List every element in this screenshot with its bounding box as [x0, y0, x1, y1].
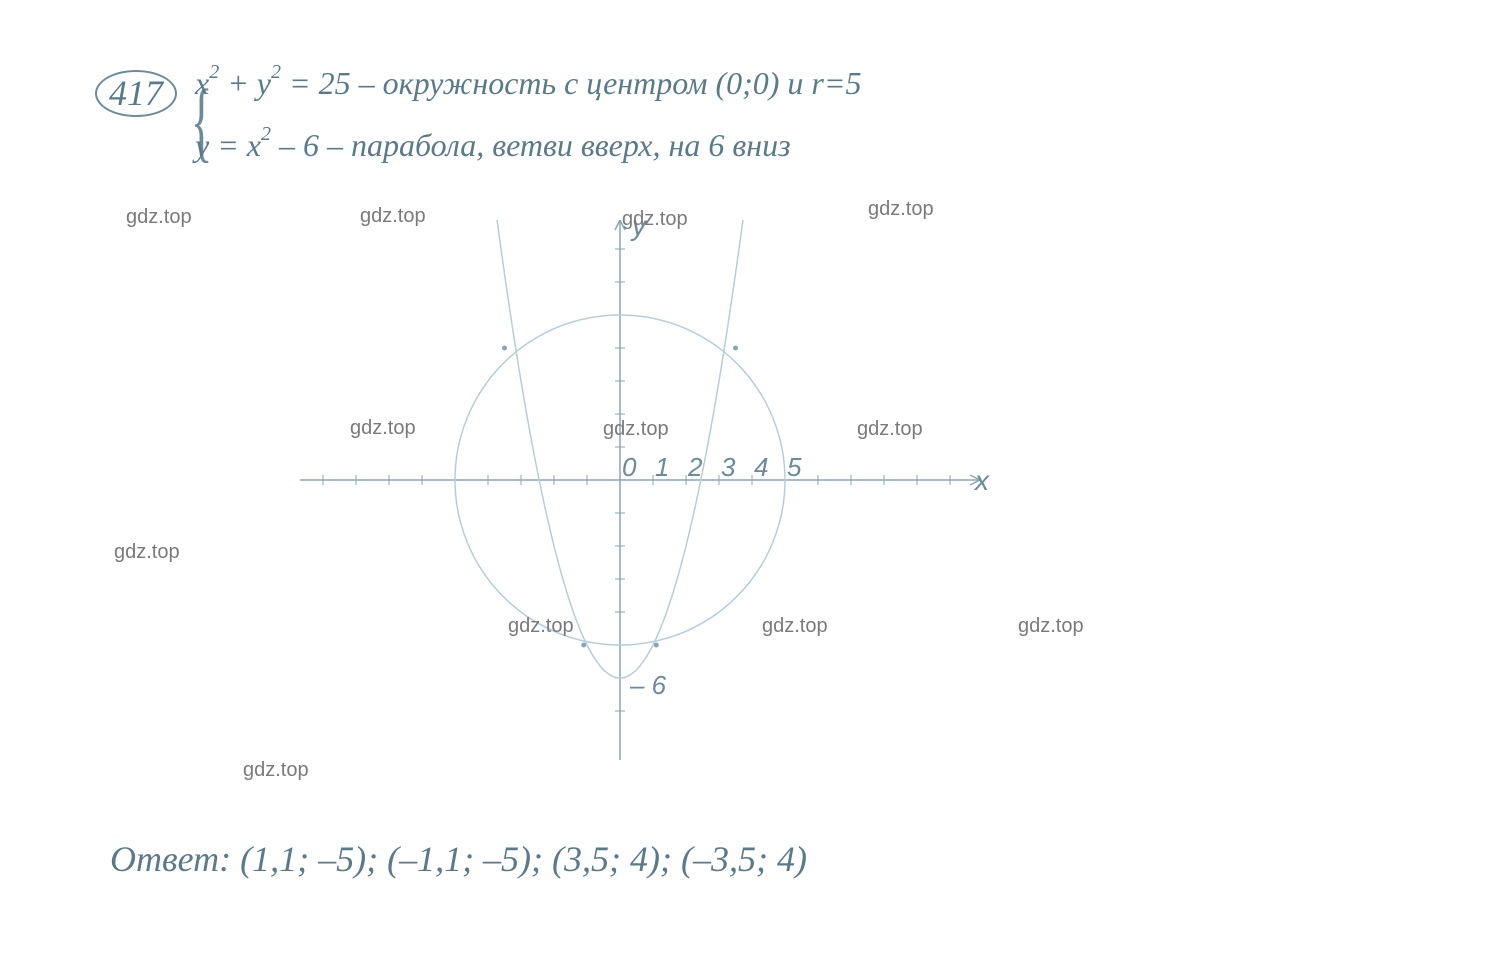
- graph-container: y x 012345 – 6: [280, 220, 1000, 780]
- answer-points: (1,1; –5); (–1,1; –5); (3,5; 4); (–3,5; …: [240, 839, 807, 879]
- y-tick-neg6: – 6: [630, 670, 666, 701]
- watermark: gdz.top: [868, 198, 934, 221]
- watermark: gdz.top: [1018, 615, 1084, 638]
- equation-system: x2 + y2 = 25 – окружность с центром (0;0…: [195, 55, 861, 178]
- watermark: gdz.top: [762, 615, 828, 638]
- watermark: gdz.top: [603, 418, 669, 441]
- watermark: gdz.top: [243, 759, 309, 782]
- x-tick-label: 3: [721, 452, 735, 483]
- eq1-part1: x: [195, 65, 209, 101]
- eq2-part1: y = x: [195, 127, 261, 163]
- problem-number: 417: [95, 70, 177, 117]
- x-tick-label: 1: [655, 452, 669, 483]
- watermark: gdz.top: [360, 205, 426, 228]
- x-tick-label: 2: [688, 452, 702, 483]
- eq2-sup: 2: [261, 123, 271, 145]
- watermark: gdz.top: [126, 206, 192, 229]
- eq2-part2: – 6 – парабола, ветви вверх, на 6 вниз: [279, 127, 791, 163]
- eq1-part3: = 25 – окружность с центром (0;0) и r=5: [289, 65, 861, 101]
- equation-1: x2 + y2 = 25 – окружность с центром (0;0…: [195, 55, 861, 113]
- watermark: gdz.top: [114, 541, 180, 564]
- x-tick-label: 0: [622, 452, 636, 483]
- x-tick-label: 4: [754, 452, 768, 483]
- equation-2: y = x2 – 6 – парабола, ветви вверх, на 6…: [195, 117, 861, 175]
- eq1-sup1: 2: [209, 61, 219, 83]
- eq1-sup2: 2: [271, 61, 281, 83]
- watermark: gdz.top: [857, 418, 923, 441]
- watermark: gdz.top: [508, 615, 574, 638]
- answer-line: Ответ: (1,1; –5); (–1,1; –5); (3,5; 4); …: [110, 838, 807, 880]
- x-axis-label: x: [975, 465, 989, 497]
- eq1-part2: + y: [227, 65, 271, 101]
- answer-label: Ответ:: [110, 839, 231, 879]
- watermark: gdz.top: [622, 208, 688, 231]
- x-tick-label: 5: [787, 452, 801, 483]
- watermark: gdz.top: [350, 417, 416, 440]
